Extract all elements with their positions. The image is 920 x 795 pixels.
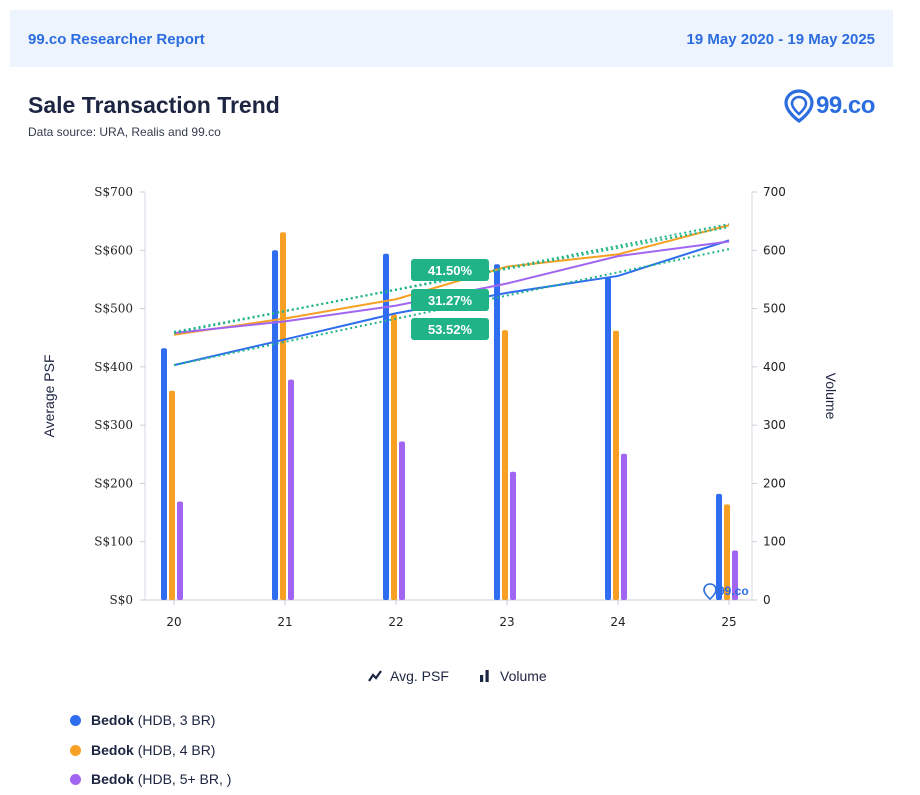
volume-bar — [494, 264, 500, 600]
line-chart-icon — [368, 670, 382, 682]
left-tick-label: S$400 — [94, 360, 133, 374]
change-badge — [411, 318, 489, 340]
volume-bar — [510, 471, 516, 600]
left-tick-label: S$0 — [110, 593, 134, 607]
x-tick-label: 25 — [721, 615, 736, 629]
left-tick-label: S$700 — [94, 185, 133, 199]
chart-subtitle: Data source: URA, Realis and 99.co — [28, 125, 221, 139]
x-tick-label: 21 — [277, 615, 292, 629]
change-badge — [411, 259, 489, 281]
volume-bar — [288, 379, 294, 600]
volume-bar — [169, 390, 175, 600]
volume-bar — [732, 550, 738, 600]
legend-name: Bedok — [91, 742, 134, 758]
volume-toggle[interactable]: Volume — [478, 668, 547, 684]
legend-detail: (HDB, 4 BR) — [137, 742, 216, 758]
volume-bar — [605, 277, 611, 600]
legend-name: Bedok — [91, 771, 134, 787]
x-tick-label: 22 — [388, 615, 403, 629]
report-header: 99.co Researcher Report 19 May 2020 - 19… — [10, 10, 893, 67]
brand-pin-icon — [784, 89, 814, 123]
change-badge-label: 53.52% — [428, 322, 473, 337]
watermark-text: 99.co — [718, 584, 749, 598]
change-badge-label: 31.27% — [428, 293, 473, 308]
legend-item-4br[interactable]: Bedok (HDB, 4 BR) — [70, 742, 215, 758]
right-tick-label: 400 — [763, 360, 786, 374]
bar-chart-icon — [480, 670, 489, 682]
x-tick-label: 23 — [499, 615, 514, 629]
legend-item-5br[interactable]: Bedok (HDB, 5+ BR, ) — [70, 771, 231, 787]
avg-psf-line — [173, 224, 730, 336]
trend-line — [173, 225, 730, 333]
avg-psf-toggle[interactable]: Avg. PSF — [368, 668, 449, 684]
right-tick-label: 0 — [763, 593, 771, 607]
volume-bar — [177, 501, 183, 600]
volume-bar — [724, 504, 730, 600]
left-tick-label: S$300 — [94, 418, 133, 432]
legend-dot — [70, 774, 81, 785]
right-tick-label: 300 — [763, 418, 786, 432]
x-tick-label: 24 — [610, 615, 625, 629]
volume-bar — [502, 330, 508, 600]
volume-bar — [716, 493, 722, 600]
right-tick-label: 100 — [763, 535, 786, 549]
legend-name: Bedok — [91, 712, 134, 728]
legend-item-3br[interactable]: Bedok (HDB, 3 BR) — [70, 712, 215, 728]
volume-bar — [272, 250, 278, 601]
right-tick-label: 500 — [763, 302, 786, 316]
volume-label: Volume — [500, 668, 547, 684]
watermark-logo: 99.co — [703, 583, 749, 601]
legend-dot — [70, 745, 81, 756]
volume-bar — [613, 330, 619, 600]
right-tick-label: 600 — [763, 243, 786, 257]
report-title: 99.co Researcher Report — [28, 31, 205, 48]
watermark-pin-icon — [703, 583, 717, 601]
date-range: 19 May 2020 - 19 May 2025 — [686, 31, 875, 48]
legend-detail: (HDB, 5+ BR, ) — [137, 771, 232, 787]
chart-title: Sale Transaction Trend — [28, 92, 280, 118]
volume-bar — [383, 253, 389, 601]
volume-bar — [399, 441, 405, 600]
change-badge-label: 41.50% — [428, 263, 473, 278]
trend-line — [173, 223, 730, 335]
chart: S$0 S$100 S$200 S$300 S$400 S$500 S$600 S$700 0 1… — [41, 185, 839, 629]
volume-bar — [280, 232, 286, 600]
avg-psf-label: Avg. PSF — [390, 668, 449, 684]
y-left-axis-title: Average PSF — [41, 354, 57, 437]
legend-dot — [70, 715, 81, 726]
left-tick-label: S$500 — [94, 302, 133, 316]
y-right-axis-title: Volume — [823, 373, 839, 420]
volume-bar — [391, 314, 397, 600]
change-badge — [411, 289, 489, 311]
brand-logo: 99.co — [816, 92, 875, 119]
left-tick-label: S$100 — [94, 535, 133, 549]
left-tick-label: S$600 — [94, 243, 133, 257]
volume-bar — [161, 348, 167, 600]
x-tick-label: 20 — [166, 615, 181, 629]
right-tick-label: 200 — [763, 476, 786, 490]
volume-bar — [621, 453, 627, 600]
left-tick-label: S$200 — [94, 476, 133, 490]
right-tick-label: 700 — [763, 185, 786, 199]
legend-detail: (HDB, 3 BR) — [137, 712, 216, 728]
